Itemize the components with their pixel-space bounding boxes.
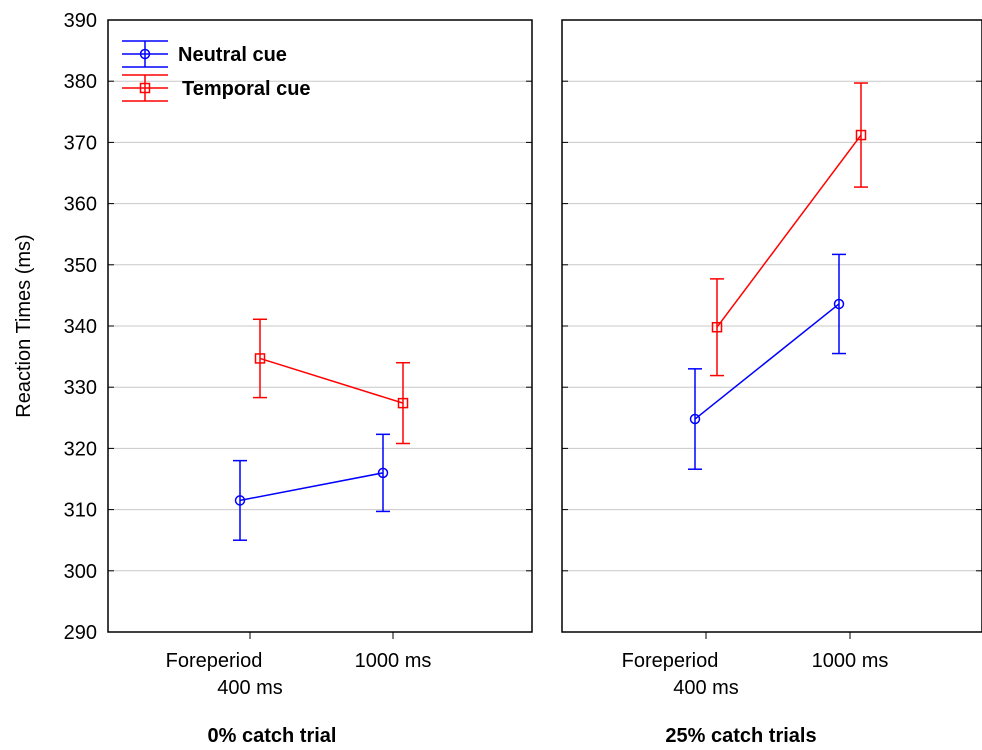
x-tick-label: 1000 ms — [812, 650, 889, 672]
data-point — [711, 321, 723, 333]
legend-label: Neutral cue — [178, 44, 287, 66]
y-tick-label: 340 — [64, 316, 97, 338]
x-tick-label: 400 ms — [217, 677, 283, 699]
data-point — [397, 397, 409, 409]
legend-label: Temporal cue — [182, 78, 311, 100]
series-line-temporal — [716, 134, 862, 328]
legend-marker — [139, 48, 151, 60]
y-axis-title: Reaction Times (ms) — [13, 234, 35, 417]
data-point — [833, 298, 845, 310]
x-tick-label: Foreperiod — [622, 650, 719, 672]
panel-1: Foreperiod 400 ms 1000 ms 0% catch trial — [107, 19, 533, 747]
x-tick-label: 400 ms — [673, 677, 739, 699]
y-tick-label: 320 — [64, 438, 97, 460]
panel-2: Foreperiod 400 ms 1000 ms 25% catch trials — [561, 19, 982, 747]
data-point — [254, 353, 266, 364]
x-tick-label: Foreperiod — [166, 650, 263, 672]
y-tick-label: 350 — [64, 255, 97, 277]
y-tick-label: 360 — [64, 194, 97, 216]
data-point — [234, 495, 246, 506]
y-tick-label: 290 — [64, 622, 97, 644]
y-tick-label: 310 — [64, 500, 97, 522]
x-tick-label: 1000 ms — [355, 650, 432, 672]
panel-title: 0% catch trial — [208, 725, 337, 747]
y-tick-label: 330 — [64, 377, 97, 399]
y-tick-label: 370 — [64, 132, 97, 154]
series-line-neutral — [239, 472, 384, 502]
y-tick-label: 390 — [64, 10, 97, 32]
legend: Neutral cue Temporal cue — [122, 40, 311, 102]
y-tick-label: 380 — [64, 71, 97, 93]
series-line-neutral — [694, 303, 840, 420]
legend-marker — [139, 82, 151, 94]
data-point — [377, 467, 389, 479]
series-line-temporal — [259, 357, 404, 404]
data-point — [855, 129, 867, 141]
panel-title: 25% catch trials — [665, 725, 816, 747]
data-point — [689, 413, 701, 425]
y-tick-label: 300 — [64, 561, 97, 583]
